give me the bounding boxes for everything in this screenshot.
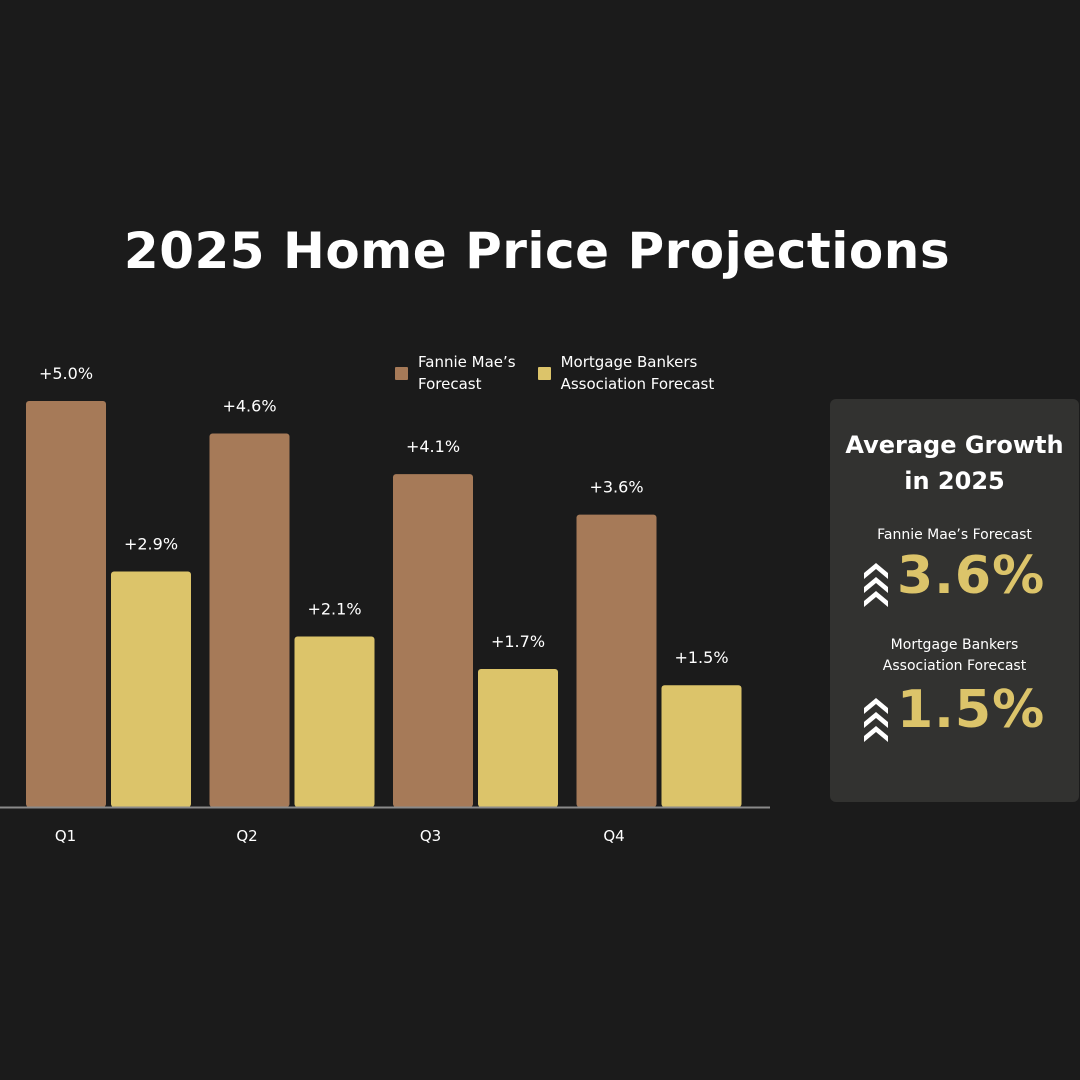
chart-legend: Fannie Mae’s Forecast Mortgage Bankers A…	[395, 351, 714, 395]
data-label-fannie-q3: +4.1%	[406, 437, 460, 456]
data-label-fannie-q1: +5.0%	[39, 364, 93, 383]
chevrons-up-icon	[864, 698, 888, 742]
fannie-stat-value: 3.6%	[897, 546, 1046, 606]
chart-title: 2025 Home Price Projections	[123, 222, 951, 280]
bar-mba-q4	[661, 685, 742, 807]
mba-stat-value: 1.5%	[897, 680, 1046, 740]
average-growth-panel: Average Growth in 2025 Fannie Mae’s Fore…	[830, 399, 1079, 802]
x-tick-label-q1: Q1	[55, 827, 76, 845]
bar-fannie-q1	[26, 401, 106, 807]
legend-item-mba: Mortgage Bankers Association Forecast	[537, 351, 715, 395]
bar-mba-q3	[478, 668, 558, 807]
chevrons-up-icon	[864, 563, 888, 607]
data-label-fannie-q4: +3.6%	[589, 478, 643, 497]
bar-fannie-q4	[576, 514, 657, 807]
panel-title: Average Growth in 2025	[845, 431, 1064, 495]
x-tick-label-q2: Q2	[236, 827, 257, 845]
mba-stat-label: Mortgage Bankers Association Forecast	[882, 637, 1027, 674]
data-label-mba-q2: +2.1%	[307, 599, 361, 618]
legend-item-fannie: Fannie Mae’s Forecast	[395, 351, 516, 395]
bar-chart: +5.0% +2.9% Q1 +4.6% +2.1% Q2 +4.1% +1.7% Q3 +3.6…	[0, 364, 770, 845]
legend-label-mba: Mortgage Bankers Association Forecast	[560, 353, 715, 393]
x-tick-label-q4: Q4	[603, 827, 624, 845]
bar-mba-q1	[111, 571, 191, 807]
legend-swatch-fannie	[395, 366, 408, 380]
data-label-mba-q4: +1.5%	[674, 648, 728, 667]
data-label-mba-q1: +2.9%	[124, 535, 178, 554]
data-label-fannie-q2: +4.6%	[222, 396, 276, 415]
bar-fannie-q2	[209, 433, 290, 807]
data-label-mba-q3: +1.7%	[491, 632, 545, 651]
x-tick-label-q3: Q3	[420, 827, 441, 845]
fannie-stat-label: Fannie Mae’s Forecast	[877, 527, 1032, 543]
legend-swatch-mba	[537, 366, 551, 380]
legend-label-fannie: Fannie Mae’s Forecast	[418, 353, 516, 393]
bar-fannie-q3	[393, 474, 473, 807]
bar-mba-q2	[294, 636, 375, 807]
